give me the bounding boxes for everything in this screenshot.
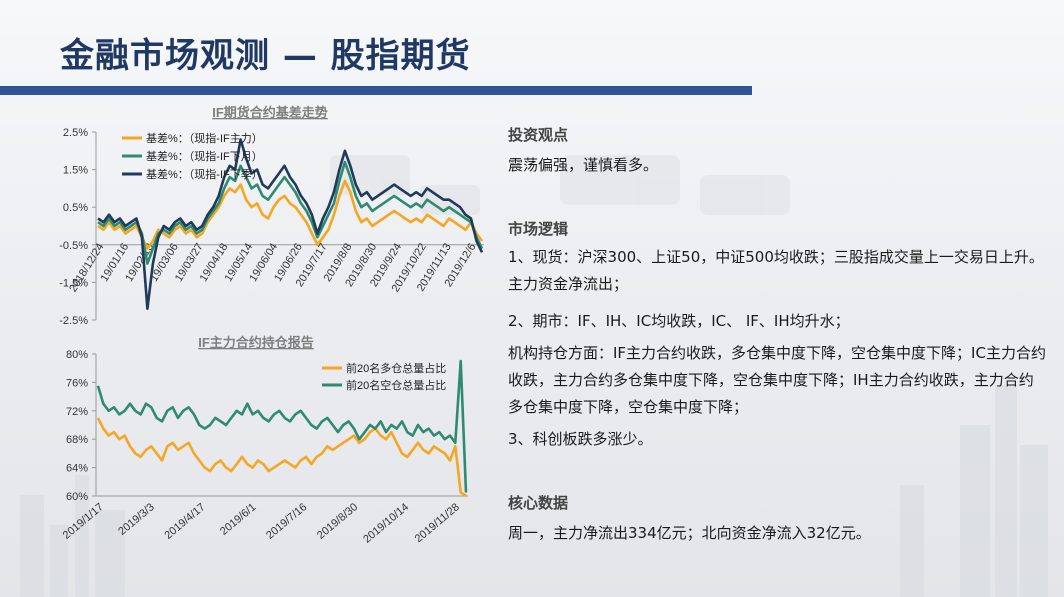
chart-1: IF期货合约基差走势2.5%1.5%0.5%-0.5%-1.5%-2.5%201… <box>59 105 484 327</box>
logic-paragraph-2: 2、期市：IF、IH、IC均收跌，IC、 IF、IH均升水； <box>508 312 850 330</box>
y-tick-label: -2.5% <box>59 315 88 327</box>
x-tick-label: 2019/6/1 <box>218 501 259 538</box>
legend-label: 前20名空仓总量占比 <box>346 378 446 392</box>
logic-paragraph-4: 3、科创板跌多涨少。 <box>508 430 653 448</box>
series-line-1 <box>96 417 467 498</box>
y-tick-label: 2.5% <box>63 127 88 139</box>
legend-label: 前20名多仓总量占比 <box>346 361 446 375</box>
data-heading: 核心数据 <box>508 494 569 512</box>
title-underline <box>0 86 752 95</box>
page-title: 金融市场观测 — 股指期货 <box>60 36 471 76</box>
chart-title: IF主力合约持仓报告 <box>198 335 314 350</box>
y-tick-label: 60% <box>66 491 88 503</box>
data-text: 周一，主力净流出334亿元；北向资金净流入32亿元。 <box>508 524 871 542</box>
y-tick-label: 72% <box>66 406 88 418</box>
y-tick-label: 1.5% <box>63 165 88 177</box>
y-tick-label: -1.5% <box>59 277 88 289</box>
series-line-3 <box>97 138 484 311</box>
y-tick-label: 68% <box>66 434 88 446</box>
x-tick-label: 2019/11/28 <box>413 501 462 545</box>
y-tick-label: 76% <box>66 377 88 389</box>
logic-heading: 市场逻辑 <box>508 220 569 238</box>
x-tick-label: 2019/3/3 <box>116 501 157 538</box>
view-heading: 投资观点 <box>508 126 569 144</box>
x-tick-label: 2019/10/14 <box>361 501 411 546</box>
view-text: 震荡偏强，谨慎看多。 <box>508 156 659 174</box>
background-decoration <box>20 155 1048 597</box>
x-tick-label: 2019/8/30 <box>315 501 360 542</box>
x-tick-label: 2019/1/17 <box>61 501 106 542</box>
x-tick-label: 2019/4/17 <box>162 501 207 542</box>
y-tick-label: 0.5% <box>63 202 88 214</box>
logic-paragraph-3: 机构持仓方面：IF主力合约收跌，多仓集中度下降，空仓集中度下降；IC主力合约收跌… <box>508 344 1046 416</box>
chart-2: IF主力合约持仓报告 80% 76% 72% 68% 64% 60%2019/1/17 201… <box>61 335 468 546</box>
logic-paragraph-1: 1、现货：沪深300、上证50，中证500均收跌；三股指成交量上一交易日上升。主… <box>508 248 1044 293</box>
series-line-2 <box>96 359 468 493</box>
charts-canvas: IF期货合约基差走势 2.5% 1.5% 0.5% -0.5% -1.5% -2.5% 201… <box>59 105 484 546</box>
legend-label: 基差%：（现指-IF下月） <box>146 149 263 163</box>
y-tick-label: -0.5% <box>59 240 88 252</box>
legend-label: 基差%：（现指-IF下季） <box>146 167 263 181</box>
y-tick-label: 80% <box>66 349 88 361</box>
chart-title: IF期货合约基差走势 <box>212 105 328 120</box>
x-tick-label: 2019/7/16 <box>264 501 309 542</box>
y-tick-label: 64% <box>66 463 88 475</box>
legend-label: 基差%：（现指-IF主力） <box>146 131 263 145</box>
